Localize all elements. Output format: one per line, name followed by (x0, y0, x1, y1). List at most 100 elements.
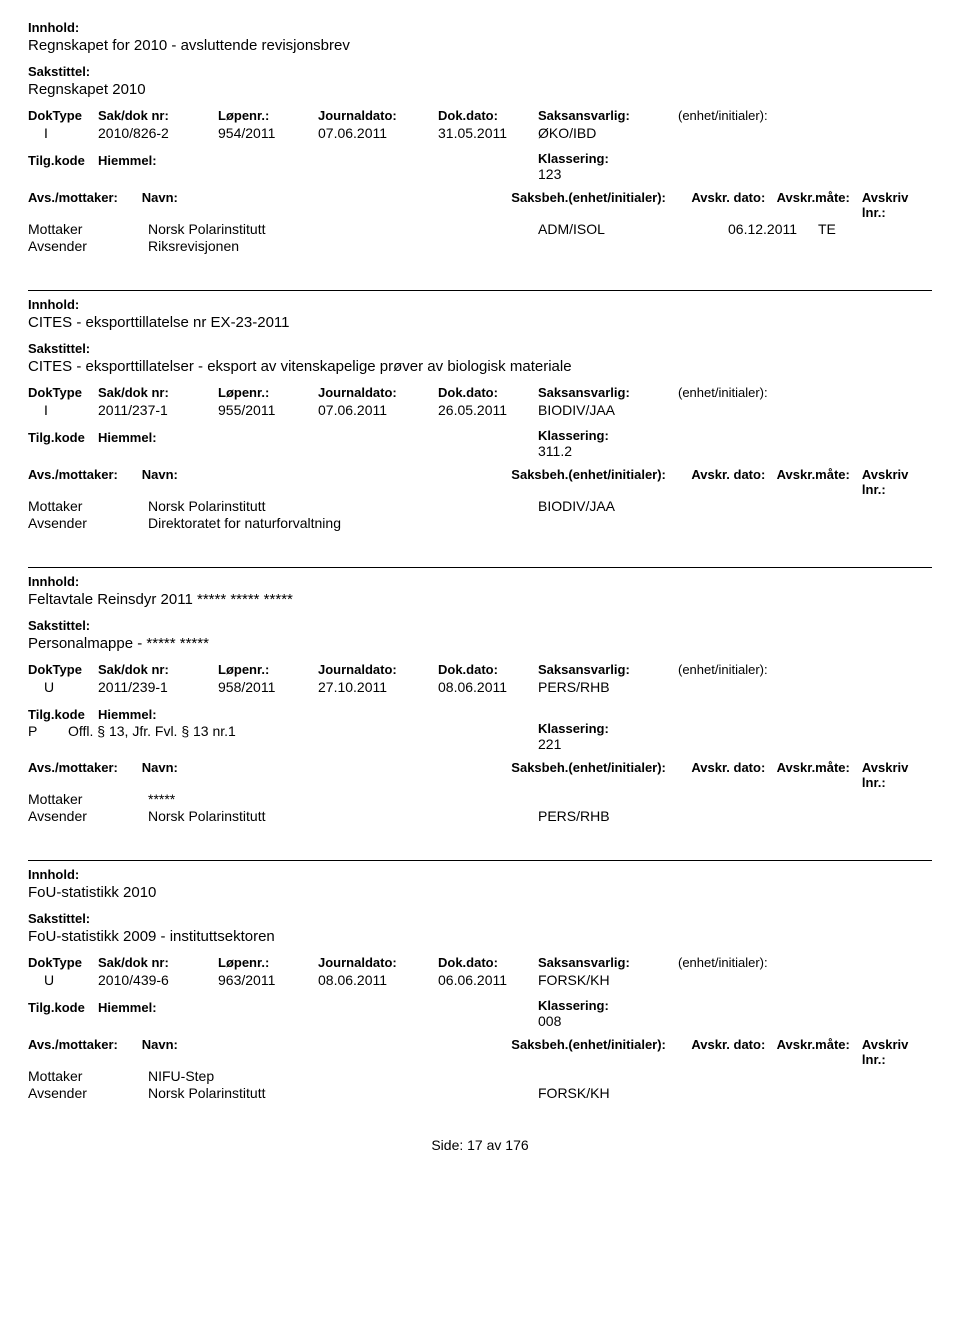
val-ddato: 06.06.2011 (438, 972, 538, 988)
sakstittel-label: Sakstittel: (28, 911, 932, 926)
hdr-hjemmel: Hiemmel: (98, 1000, 157, 1015)
val-doktype: U (28, 972, 98, 988)
party-avskrdato (728, 238, 818, 254)
hdr-avskrivlnr: Avskriv lnr.: (862, 1037, 932, 1067)
party-avskrdato (728, 1085, 818, 1101)
party-avskrmate (818, 791, 908, 807)
footer-prefix: Side: (431, 1137, 463, 1153)
innhold-text: Regnskapet for 2010 - avsluttende revisj… (28, 37, 932, 54)
val-jdato: 07.06.2011 (318, 125, 438, 141)
hdr-avskrmate: Avskr.måte: (777, 1037, 862, 1067)
hdr-jdato: Journaldato: (318, 662, 438, 677)
klassering-value: 311.2 (538, 443, 932, 459)
footer-total: 176 (505, 1137, 528, 1153)
hdr-navn: Navn: (142, 190, 512, 220)
party-avskrdato (728, 1068, 818, 1084)
hdr-enhet: (enhet/initialer): (678, 662, 818, 677)
val-ddato: 08.06.2011 (438, 679, 538, 695)
party-role: Avsender (28, 1085, 148, 1101)
klassering-value: 123 (538, 166, 932, 182)
party-header: Avs./mottaker: Navn: Saksbeh.(enhet/init… (28, 190, 932, 220)
val-ansvarlig: FORSK/KH (538, 972, 678, 988)
party-header: Avs./mottaker: Navn: Saksbeh.(enhet/init… (28, 467, 932, 497)
party-navn: NIFU-Step (148, 1068, 538, 1084)
party-navn: Norsk Polarinstitutt (148, 1085, 538, 1101)
val-ddato: 31.05.2011 (438, 125, 538, 141)
hdr-hjemmel: Hiemmel: (98, 153, 157, 168)
val-jdato: 07.06.2011 (318, 402, 438, 418)
meta-values: U 2010/439-6 963/2011 08.06.2011 06.06.2… (28, 972, 932, 988)
hdr-navn: Navn: (142, 760, 512, 790)
val-sakdok: 2010/439-6 (98, 972, 218, 988)
innhold-label: Innhold: (28, 574, 932, 589)
record-divider (28, 860, 932, 861)
hdr-saksbeh: Saksbeh.(enhet/initialer): (511, 1037, 691, 1067)
hdr-ddato: Dok.dato: (438, 662, 538, 677)
meta-header: DokType Sak/dok nr: Løpenr.: Journaldato… (28, 108, 932, 123)
hdr-jdato: Journaldato: (318, 108, 438, 123)
hdr-ansvarlig: Saksansvarlig: (538, 108, 678, 123)
hdr-navn: Navn: (142, 467, 512, 497)
innhold-label: Innhold: (28, 297, 932, 312)
meta-values: I 2011/237-1 955/2011 07.06.2011 26.05.2… (28, 402, 932, 418)
hdr-saksbeh: Saksbeh.(enhet/initialer): (511, 467, 691, 497)
hdr-avskrdato: Avskr. dato: (691, 190, 776, 220)
party-role: Mottaker (28, 1068, 148, 1084)
party-saksbeh: BIODIV/JAA (538, 498, 728, 514)
val-tilgkode: P (28, 723, 68, 739)
hdr-saksbeh: Saksbeh.(enhet/initialer): (511, 190, 691, 220)
hdr-avskrivlnr: Avskriv lnr.: (862, 760, 932, 790)
klassering-label: Klassering: (538, 428, 932, 443)
val-ansvarlig: ØKO/IBD (538, 125, 678, 141)
party-avskrdato (728, 498, 818, 514)
record-divider (28, 567, 932, 568)
hdr-doktype: DokType (28, 108, 98, 123)
innhold-text: CITES - eksporttillatelse nr EX-23-2011 (28, 314, 932, 331)
hdr-hjemmel: Hiemmel: (98, 430, 157, 445)
sakstittel-text: Regnskapet 2010 (28, 81, 932, 98)
hdr-avskrdato: Avskr. dato: (691, 1037, 776, 1067)
val-ansvarlig: PERS/RHB (538, 679, 678, 695)
page-footer: Side: 17 av 176 (28, 1137, 932, 1153)
hdr-doktype: DokType (28, 955, 98, 970)
val-jdato: 08.06.2011 (318, 972, 438, 988)
party-navn: ***** (148, 791, 538, 807)
party-saksbeh: ADM/ISOL (538, 221, 728, 237)
party-row: Avsender Riksrevisjonen (28, 238, 932, 254)
meta-values: U 2011/239-1 958/2011 27.10.2011 08.06.2… (28, 679, 932, 695)
klassering-value: 221 (538, 736, 932, 752)
party-saksbeh (538, 791, 728, 807)
meta-header: DokType Sak/dok nr: Løpenr.: Journaldato… (28, 955, 932, 970)
sakstittel-label: Sakstittel: (28, 341, 932, 356)
sakstittel-text: FoU-statistikk 2009 - instituttsektoren (28, 928, 932, 945)
party-avskrmate: TE (818, 221, 908, 237)
val-sakdok: 2010/826-2 (98, 125, 218, 141)
party-navn: Norsk Polarinstitutt (148, 808, 538, 824)
hdr-avskrivlnr: Avskriv lnr.: (862, 190, 932, 220)
party-row: Mottaker NIFU-Step (28, 1068, 932, 1084)
party-row: Mottaker Norsk Polarinstitutt ADM/ISOL 0… (28, 221, 932, 237)
party-role: Avsender (28, 808, 148, 824)
party-saksbeh (538, 1068, 728, 1084)
hdr-tilgkode: Tilg.kode (28, 430, 98, 445)
hdr-avsmottaker: Avs./mottaker: (28, 760, 142, 790)
meta-values: I 2010/826-2 954/2011 07.06.2011 31.05.2… (28, 125, 932, 141)
sakstittel-text: CITES - eksporttillatelser - eksport av … (28, 358, 932, 375)
hdr-sakdok: Sak/dok nr: (98, 385, 218, 400)
party-navn: Riksrevisjonen (148, 238, 538, 254)
val-doktype: U (28, 679, 98, 695)
val-sakdok: 2011/239-1 (98, 679, 218, 695)
val-ddato: 26.05.2011 (438, 402, 538, 418)
party-row: Mottaker Norsk Polarinstitutt BIODIV/JAA (28, 498, 932, 514)
hdr-lopenr: Løpenr.: (218, 385, 318, 400)
party-saksbeh (538, 238, 728, 254)
hdr-avsmottaker: Avs./mottaker: (28, 190, 142, 220)
party-avskrmate (818, 1068, 908, 1084)
hdr-avsmottaker: Avs./mottaker: (28, 467, 142, 497)
hdr-ansvarlig: Saksansvarlig: (538, 662, 678, 677)
innhold-text: Feltavtale Reinsdyr 2011 ***** ***** ***… (28, 591, 932, 608)
sakstittel-label: Sakstittel: (28, 64, 932, 79)
val-doktype: I (28, 402, 98, 418)
val-lopenr: 963/2011 (218, 972, 318, 988)
journal-record: Innhold:Regnskapet for 2010 - avsluttend… (28, 20, 932, 254)
